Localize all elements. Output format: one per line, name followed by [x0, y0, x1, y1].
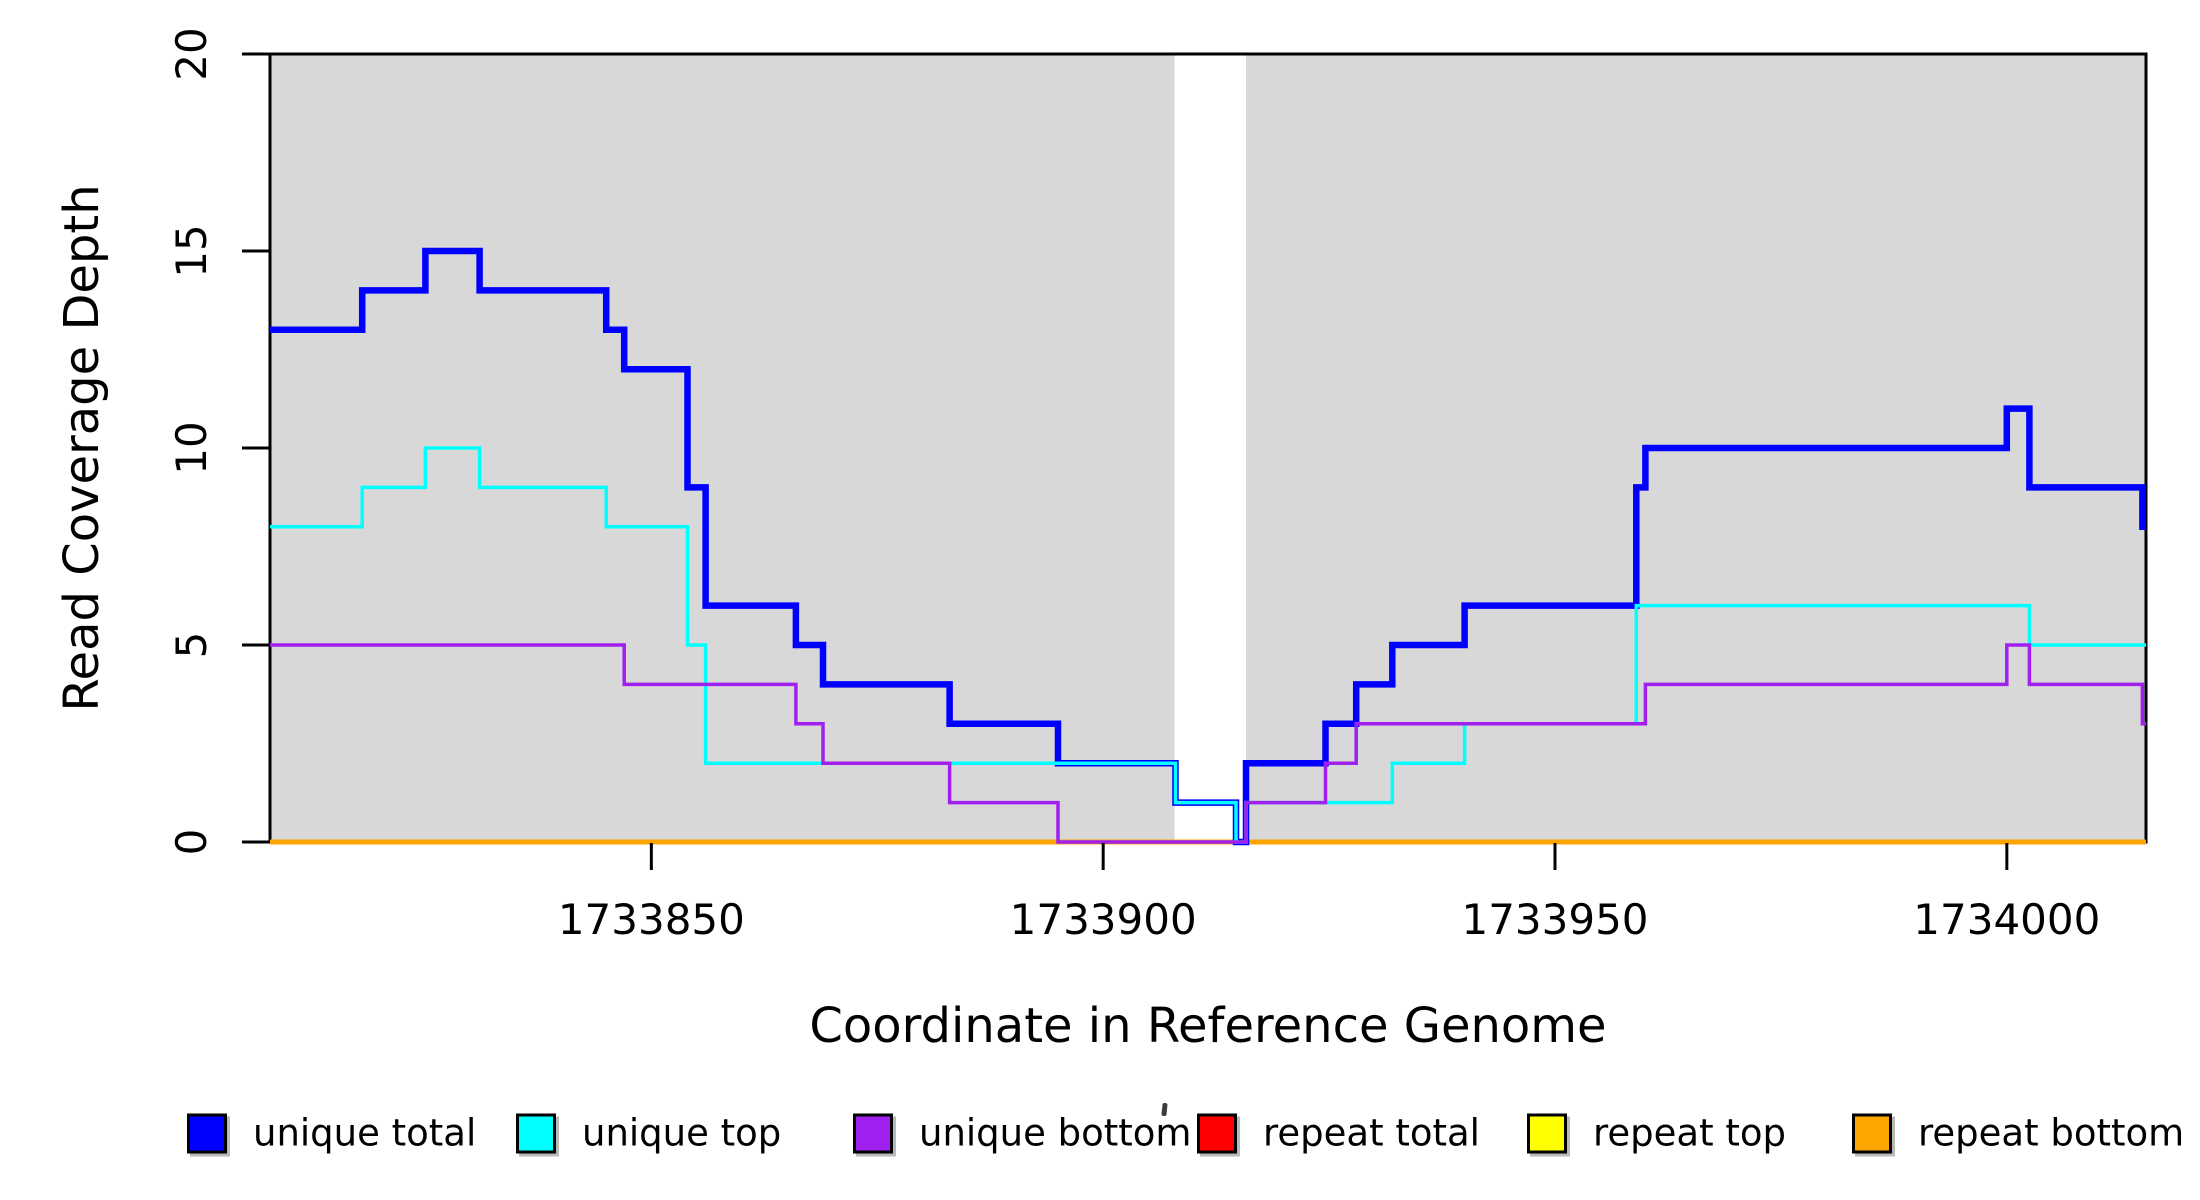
- legend-label-unique-bottom: unique bottom: [919, 1111, 1192, 1155]
- legend-label-repeat-top: repeat top: [1593, 1111, 1786, 1155]
- y-tick-label-0: 0: [167, 829, 216, 856]
- legend-swatch-unique-total: [187, 1113, 227, 1153]
- legend-swatch-repeat-bottom: [1852, 1113, 1892, 1153]
- legend-swatch-unique-bottom: [853, 1113, 893, 1153]
- panel-covered-region-1: [270, 54, 1175, 842]
- legend-swatch-repeat-top: [1527, 1113, 1567, 1153]
- y-tick-label-5: 5: [167, 632, 216, 659]
- x-tick-label-1734000: 1734000: [1913, 895, 2100, 944]
- y-tick-label-15: 15: [167, 224, 216, 277]
- legend-item-unique-top: unique top: [516, 1112, 781, 1155]
- x-tick-label-1733900: 1733900: [1010, 895, 1197, 944]
- y-tick-label-20: 20: [167, 27, 216, 80]
- legend-label-repeat-total: repeat total: [1263, 1111, 1480, 1155]
- legend-item-repeat-bottom: repeat bottom: [1852, 1112, 2184, 1155]
- legend-swatch-unique-top: [516, 1113, 556, 1153]
- series-line-unique-bottom: [270, 643, 2146, 844]
- x-axis-title: Coordinate in Reference Genome: [809, 998, 1607, 1054]
- legend-item-repeat-total: repeat total: [1197, 1112, 1480, 1155]
- legend-label-unique-total: unique total: [253, 1111, 477, 1155]
- legend-item-unique-total: unique total: [187, 1112, 476, 1155]
- legend-item-repeat-top: repeat top: [1527, 1112, 1786, 1155]
- legend-label-repeat-bottom: repeat bottom: [1918, 1111, 2185, 1155]
- legend-label-unique-top: unique top: [582, 1111, 782, 1155]
- legend-item-unique-bottom: unique bottom: [853, 1112, 1191, 1155]
- legend-swatch-repeat-total: [1197, 1113, 1237, 1153]
- x-tick-label-1733850: 1733850: [558, 895, 745, 944]
- y-axis-title: Read Coverage Depth: [54, 184, 110, 712]
- x-tick-label-1733950: 1733950: [1461, 895, 1648, 944]
- y-tick-label-10: 10: [167, 421, 216, 474]
